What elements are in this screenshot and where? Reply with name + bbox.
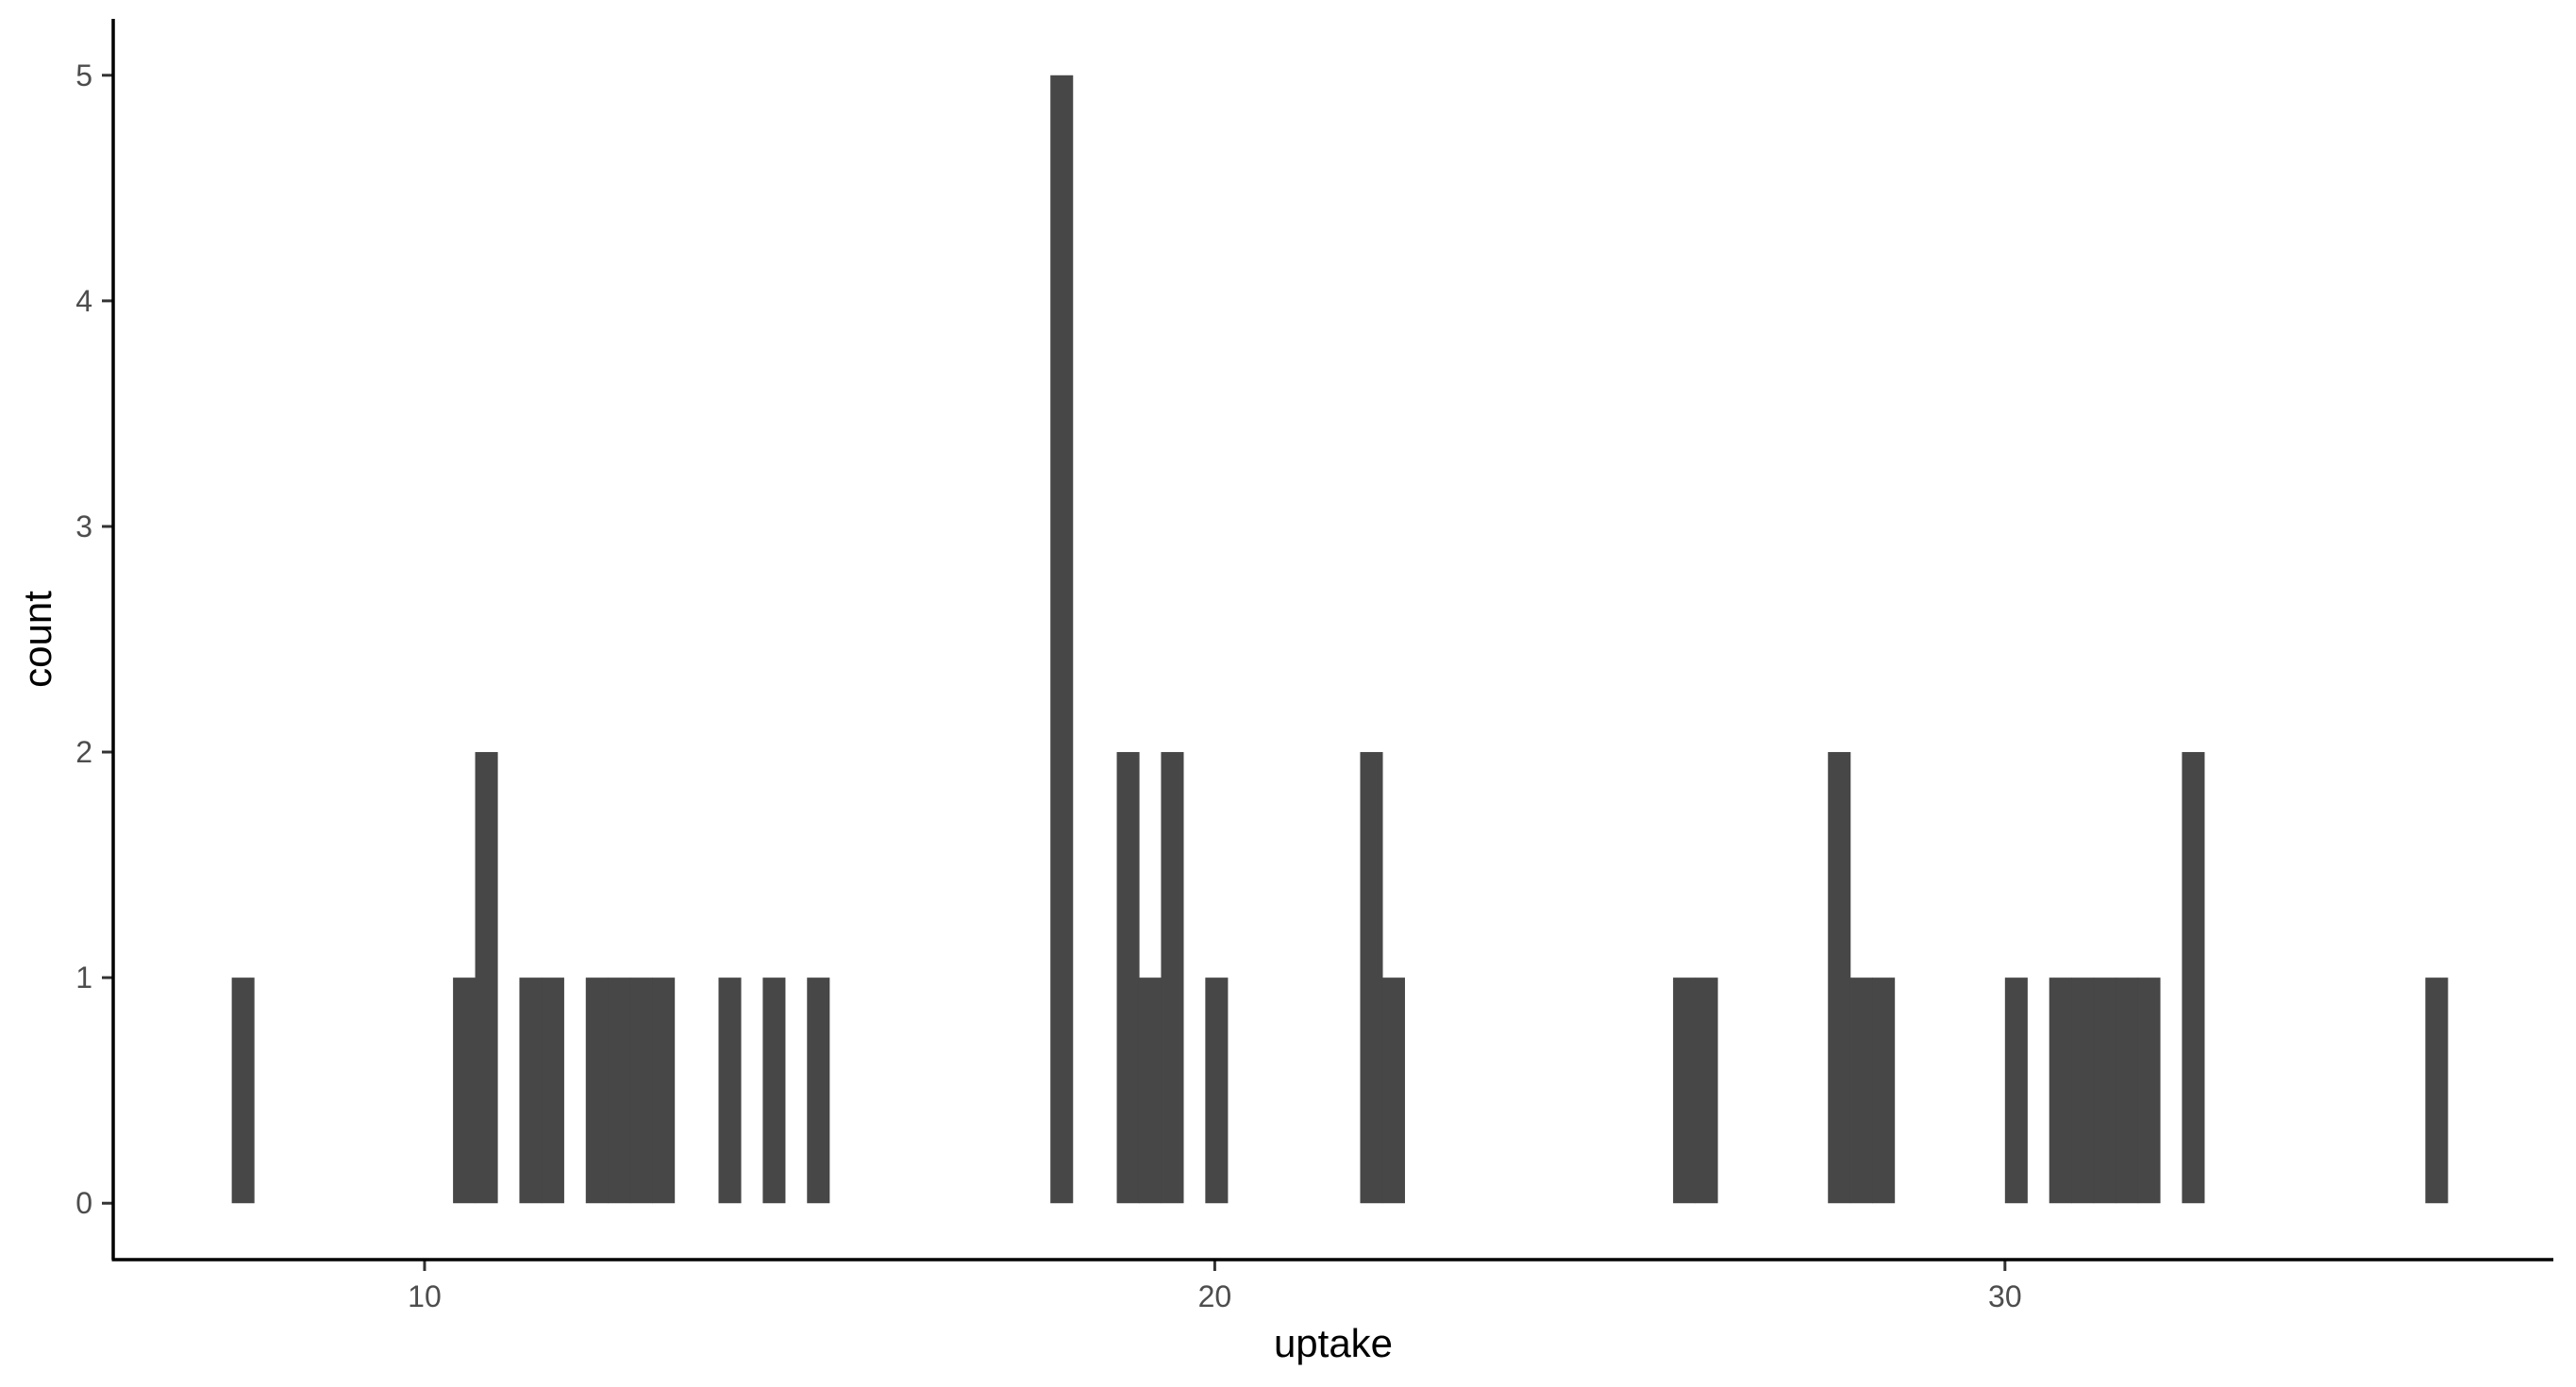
x-tick-label: 30: [1988, 1279, 2022, 1313]
histogram-bar: [762, 978, 786, 1204]
histogram-bar: [1050, 75, 1074, 1204]
histogram-bar: [1138, 978, 1163, 1204]
histogram-bar: [519, 978, 543, 1204]
y-tick-label: 3: [75, 510, 92, 543]
histogram-bar: [1695, 978, 1718, 1204]
histogram-bar: [608, 978, 631, 1204]
y-tick-label: 1: [75, 961, 92, 994]
histogram-bar: [1828, 752, 1851, 1204]
histogram-bar: [1673, 978, 1697, 1204]
bars-group: [231, 75, 2449, 1204]
histogram-bar: [2004, 978, 2028, 1204]
histogram-bar: [541, 978, 564, 1204]
histogram-bar: [2049, 978, 2072, 1204]
histogram-bar: [1161, 752, 1184, 1204]
histogram-bar: [1872, 978, 1896, 1204]
histogram-bar: [1116, 752, 1140, 1204]
histogram-bar: [2182, 752, 2205, 1204]
histogram-bar: [718, 978, 742, 1204]
histogram-bar: [652, 978, 676, 1204]
histogram-bar: [1205, 978, 1229, 1204]
histogram-bar: [2093, 978, 2116, 1204]
histogram-bar: [2425, 978, 2449, 1204]
histogram-bar: [2116, 978, 2139, 1204]
y-axis-ticks: 0 1 2 3 4 5: [75, 58, 113, 1220]
histogram-bar: [1849, 978, 1873, 1204]
histogram-bar: [453, 978, 477, 1204]
x-tick-label: 20: [1198, 1279, 1232, 1313]
histogram-bar: [475, 752, 498, 1204]
x-tick-label: 10: [408, 1279, 442, 1313]
x-axis-title: uptake: [1274, 1321, 1393, 1365]
y-tick-label: 5: [75, 58, 92, 92]
y-tick-label: 0: [75, 1186, 92, 1220]
histogram-bar: [1381, 978, 1405, 1204]
histogram-bar: [585, 978, 609, 1204]
y-axis-title: count: [15, 591, 59, 688]
histogram-bar: [2137, 978, 2161, 1204]
histogram-bar: [1360, 752, 1383, 1204]
y-tick-label: 2: [75, 735, 92, 769]
histogram-bar: [807, 978, 830, 1204]
y-tick-label: 4: [75, 284, 92, 318]
histogram-bar: [231, 978, 255, 1204]
histogram-bar: [629, 978, 653, 1204]
x-axis-ticks: 10 20 30: [408, 1260, 2022, 1313]
histogram-bar: [2071, 978, 2095, 1204]
